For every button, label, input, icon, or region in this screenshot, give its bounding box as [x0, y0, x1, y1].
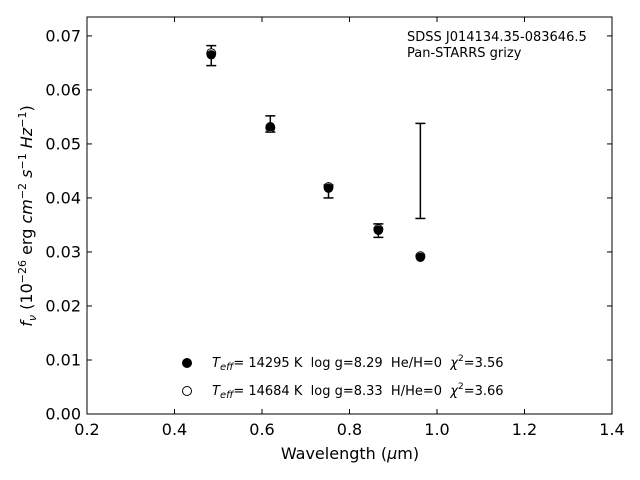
- y-tick-label: 0.06: [45, 80, 81, 99]
- legend: Teff= 14295 K log g=8.29 He/H=0 χ2=3.56 …: [182, 354, 504, 401]
- x-tick-label: 1.2: [512, 420, 537, 439]
- legend-marker-open: [182, 386, 192, 396]
- model-point-filled: [206, 50, 216, 60]
- legend-entry-1: Teff= 14295 K log g=8.29 He/H=0 χ2=3.56: [212, 354, 504, 373]
- legend-entry-2: Teff= 14684 K log g=8.33 H/He=0 χ2=3.66: [212, 382, 504, 401]
- legend-marker-filled: [182, 358, 192, 368]
- y-tick-label: 0.01: [45, 350, 81, 369]
- y-axis-label: fν (10−26 erg cm−2 s−1 Hz−1): [16, 105, 39, 326]
- y-tick-label: 0.02: [45, 296, 81, 315]
- model-point-filled: [373, 225, 384, 236]
- x-tick-label: 0.6: [249, 420, 274, 439]
- y-tick-label: 0.00: [45, 405, 81, 424]
- x-tick-label: 1.0: [424, 420, 449, 439]
- y-tick-label: 0.03: [45, 242, 81, 261]
- model-point-filled: [265, 121, 276, 132]
- y-tick-label: 0.04: [45, 188, 81, 207]
- model-point-filled: [323, 183, 334, 193]
- y-axis-ticks: 0.00 0.01 0.02 0.03 0.04 0.05 0.06 0.07: [45, 26, 612, 424]
- model-point-filled: [415, 252, 426, 263]
- x-tick-label: 0.4: [162, 420, 187, 439]
- x-tick-label: 0.8: [337, 420, 362, 439]
- plot-area: [86, 16, 613, 415]
- y-tick-label: 0.07: [45, 26, 81, 45]
- model-points: [206, 48, 426, 263]
- x-tick-label: 0.2: [74, 420, 99, 439]
- annotation-survey: Pan-STARRS grizy: [407, 46, 522, 61]
- x-axis-label: Wavelength (μm): [281, 444, 419, 463]
- x-tick-label: 1.4: [599, 420, 624, 439]
- y-tick-label: 0.05: [45, 134, 81, 153]
- annotation-object-name: SDSS J014134.35-083646.5: [407, 30, 587, 45]
- x-axis-ticks: 0.2 0.4 0.6 0.8 1.0 1.2 1.4: [74, 17, 625, 439]
